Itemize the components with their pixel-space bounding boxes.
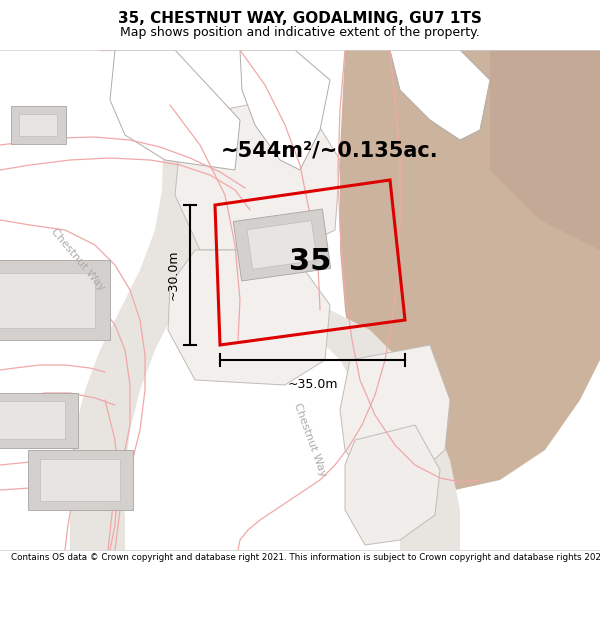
Polygon shape: [390, 50, 490, 140]
Polygon shape: [40, 459, 120, 501]
Polygon shape: [345, 425, 440, 545]
Text: Map shows position and indicative extent of the property.: Map shows position and indicative extent…: [120, 26, 480, 39]
Polygon shape: [19, 114, 57, 136]
Polygon shape: [28, 450, 133, 510]
Polygon shape: [110, 50, 240, 170]
Text: Contains OS data © Crown copyright and database right 2021. This information is : Contains OS data © Crown copyright and d…: [11, 553, 600, 562]
Polygon shape: [490, 50, 600, 250]
Polygon shape: [0, 392, 77, 448]
Text: 35, CHESTNUT WAY, GODALMING, GU7 1TS: 35, CHESTNUT WAY, GODALMING, GU7 1TS: [118, 11, 482, 26]
Polygon shape: [340, 50, 600, 490]
Polygon shape: [168, 250, 330, 385]
Polygon shape: [247, 221, 317, 269]
Text: Chestnut Way: Chestnut Way: [292, 402, 328, 478]
Polygon shape: [240, 50, 330, 170]
Polygon shape: [230, 310, 460, 550]
Text: ~30.0m: ~30.0m: [167, 250, 180, 300]
Polygon shape: [0, 401, 65, 439]
Polygon shape: [340, 345, 450, 485]
Polygon shape: [0, 272, 95, 328]
Polygon shape: [233, 209, 331, 281]
Polygon shape: [0, 260, 110, 340]
Polygon shape: [175, 95, 340, 250]
Text: ~35.0m: ~35.0m: [287, 378, 338, 391]
Polygon shape: [70, 50, 220, 550]
Text: 35: 35: [289, 248, 331, 276]
Polygon shape: [11, 106, 65, 144]
Text: Chestnut Way: Chestnut Way: [49, 227, 107, 293]
Text: ~544m²/~0.135ac.: ~544m²/~0.135ac.: [221, 140, 439, 160]
